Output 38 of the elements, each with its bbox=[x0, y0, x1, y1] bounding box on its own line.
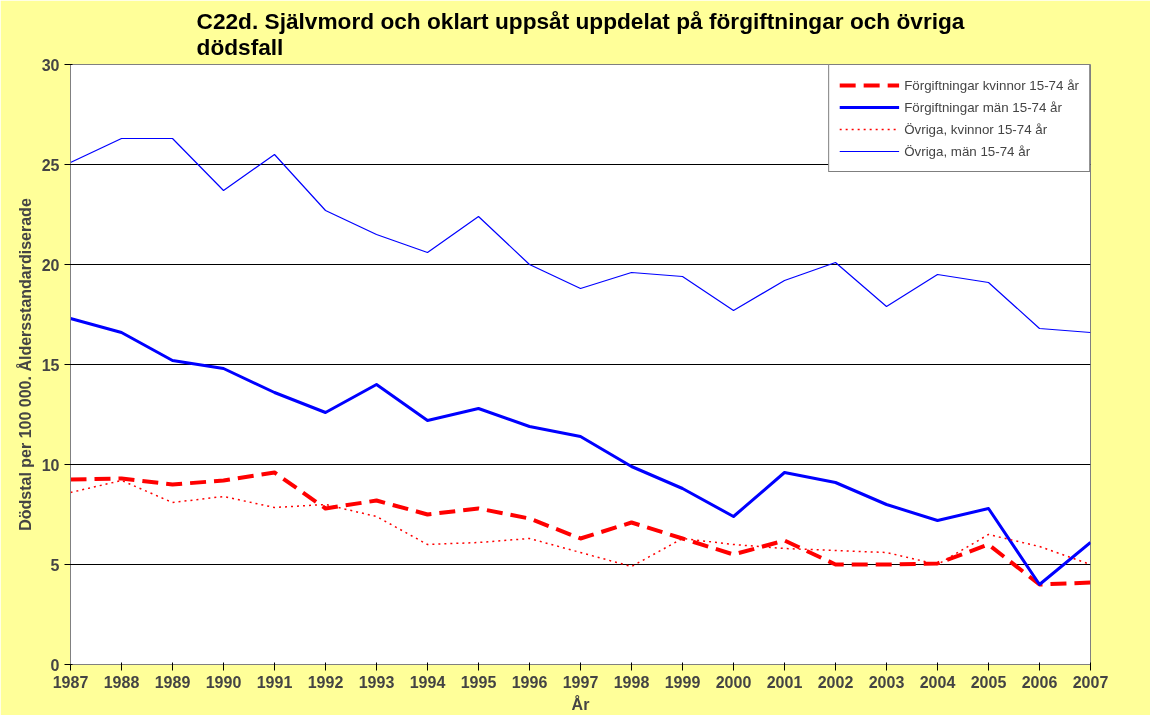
x-tick-label: 1998 bbox=[613, 673, 650, 691]
chart-title: C22d. Självmord och oklart uppsåt uppdelat på förgiftningar och övriga dödsfall bbox=[196, 7, 965, 60]
y-tick-label: 10 bbox=[41, 456, 60, 474]
x-tick-label: 2007 bbox=[1072, 673, 1109, 691]
y-axis-title: Dödstal per 100 000. Åldersstandardiserade bbox=[15, 198, 34, 531]
y-tick-label: 20 bbox=[41, 256, 60, 274]
legend-label: Övriga, män 15-74 år bbox=[904, 143, 1031, 159]
x-tick-label: 2003 bbox=[868, 673, 905, 691]
y-tick-label: 5 bbox=[50, 556, 60, 574]
x-tick-label: 2000 bbox=[715, 673, 752, 691]
x-tick-label: 1999 bbox=[664, 673, 701, 691]
line-series bbox=[70, 317, 1091, 586]
x-tick-label: 1990 bbox=[205, 673, 242, 691]
line-series bbox=[70, 137, 1091, 334]
x-tick-label: 1988 bbox=[103, 673, 140, 691]
x-tick-label: 2002 bbox=[817, 673, 854, 691]
x-tick-label: 1995 bbox=[460, 673, 497, 691]
y-tick-label: 15 bbox=[41, 356, 60, 374]
line-series bbox=[70, 470, 1091, 587]
x-tick-label: 1992 bbox=[307, 673, 344, 691]
x-tick-label: 1989 bbox=[154, 673, 191, 691]
x-tick-label: 1996 bbox=[511, 673, 548, 691]
x-tick-label: 2004 bbox=[919, 673, 956, 691]
legend-label: Övriga, kvinnor 15-74 år bbox=[904, 121, 1048, 137]
legend-label: Förgiftningar män 15-74 år bbox=[904, 99, 1062, 115]
x-tick-label: 1987 bbox=[52, 673, 89, 691]
legend-label: Förgiftningar kvinnor 15-74 år bbox=[904, 77, 1079, 93]
y-tick-label: 30 bbox=[41, 56, 60, 74]
y-tick-label: 0 bbox=[50, 656, 60, 674]
x-tick-label: 2006 bbox=[1021, 673, 1058, 691]
x-tick-label: 1994 bbox=[409, 673, 446, 691]
x-tick-label: 2005 bbox=[970, 673, 1007, 691]
y-tick-label: 25 bbox=[41, 156, 60, 174]
x-tick-label: 1997 bbox=[562, 673, 599, 691]
x-axis-title: År bbox=[571, 694, 590, 713]
x-tick-label: 2001 bbox=[766, 673, 803, 691]
x-tick-label: 1991 bbox=[256, 673, 293, 691]
x-tick-label: 1993 bbox=[358, 673, 395, 691]
